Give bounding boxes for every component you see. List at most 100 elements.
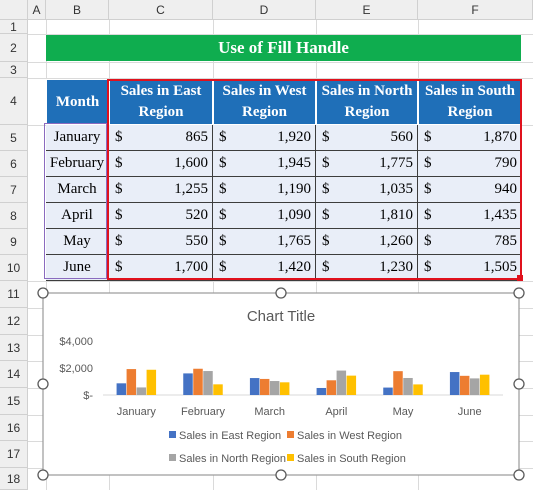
sales-value-cell[interactable]: $1,945	[213, 151, 316, 177]
chart-bar[interactable]	[393, 371, 403, 395]
chart-bar[interactable]	[146, 369, 157, 395]
legend-label[interactable]: Sales in South Region	[297, 453, 406, 465]
column-heading-sales-1[interactable]: Sales in East Region	[109, 79, 213, 125]
legend-label[interactable]: Sales in West Region	[297, 430, 402, 442]
row-header-4[interactable]: 4	[0, 78, 28, 125]
sales-value-cell[interactable]: $1,230	[316, 255, 418, 281]
legend-label[interactable]: Sales in North Region	[179, 453, 286, 465]
sales-value-cell[interactable]: $1,700	[109, 255, 213, 281]
month-cell[interactable]: February	[46, 151, 109, 177]
sales-value-cell[interactable]: $1,810	[316, 203, 418, 229]
row-header-16[interactable]: 16	[0, 415, 28, 441]
column-header-d[interactable]: D	[213, 0, 316, 20]
chart-title[interactable]: Chart Title	[247, 308, 315, 325]
sales-value-cell[interactable]: $1,035	[316, 177, 418, 203]
legend-label[interactable]: Sales in East Region	[179, 430, 281, 442]
sales-value-cell[interactable]: $785	[418, 229, 522, 255]
column-header-b[interactable]: B	[46, 0, 109, 20]
sales-value-cell[interactable]: $560	[316, 125, 418, 151]
chart-resize-handle[interactable]	[513, 287, 525, 299]
chart-bar[interactable]	[183, 373, 193, 395]
month-cell[interactable]: April	[46, 203, 109, 229]
chart-bar[interactable]	[269, 381, 280, 395]
sales-value-cell[interactable]: $865	[109, 125, 213, 151]
chart-bar[interactable]	[346, 375, 357, 395]
row-header-15[interactable]: 15	[0, 388, 28, 415]
sales-value-cell[interactable]: $1,870	[418, 125, 522, 151]
column-header-c[interactable]: C	[109, 0, 213, 20]
sales-value-cell[interactable]: $1,505	[418, 255, 522, 281]
row-header-6[interactable]: 6	[0, 151, 28, 177]
row-header-7[interactable]: 7	[0, 177, 28, 203]
column-header-e[interactable]: E	[316, 0, 418, 20]
sales-value-cell[interactable]: $790	[418, 151, 522, 177]
chart-resize-handle[interactable]	[275, 287, 287, 299]
chart-resize-handle[interactable]	[513, 469, 525, 481]
chart-resize-handle[interactable]	[37, 378, 49, 390]
chart-bar[interactable]	[383, 387, 393, 395]
month-cell[interactable]: January	[46, 125, 109, 151]
chart-resize-handle[interactable]	[275, 469, 287, 481]
chart-bar[interactable]	[126, 369, 137, 395]
chart-bar[interactable]	[459, 375, 470, 395]
row-header-5[interactable]: 5	[0, 125, 28, 151]
chart-bar[interactable]	[116, 383, 127, 395]
chart-bar[interactable]	[326, 380, 337, 395]
column-header-f[interactable]: F	[418, 0, 533, 20]
chart-resize-handle[interactable]	[37, 469, 49, 481]
sales-value-cell[interactable]: $940	[418, 177, 522, 203]
row-header-13[interactable]: 13	[0, 335, 28, 361]
chart-bar[interactable]	[259, 378, 270, 395]
sales-value-cell[interactable]: $1,775	[316, 151, 418, 177]
column-header-a[interactable]: A	[28, 0, 46, 20]
sales-value-cell[interactable]: $1,190	[213, 177, 316, 203]
row-header-3[interactable]: 3	[0, 62, 28, 78]
column-heading-sales-2[interactable]: Sales in West Region	[213, 79, 316, 125]
chart-bar[interactable]	[413, 384, 423, 395]
sales-value-cell[interactable]: $1,435	[418, 203, 522, 229]
column-heading-sales-3[interactable]: Sales in North Region	[316, 79, 418, 125]
month-cell[interactable]: May	[46, 229, 109, 255]
title-banner[interactable]: Use of Fill Handle	[46, 35, 521, 61]
sales-value-cell[interactable]: $520	[109, 203, 213, 229]
chart-bar[interactable]	[136, 387, 147, 395]
chart-bar[interactable]	[193, 368, 203, 395]
row-header-12[interactable]: 12	[0, 308, 28, 335]
row-header-1[interactable]: 1	[0, 20, 28, 34]
sales-value-cell[interactable]: $1,765	[213, 229, 316, 255]
row-header-14[interactable]: 14	[0, 361, 28, 388]
chart-bar[interactable]	[279, 382, 290, 395]
sales-value-cell[interactable]: $1,420	[213, 255, 316, 281]
chart-bar[interactable]	[316, 387, 327, 395]
chart-bar[interactable]	[469, 378, 480, 395]
column-heading-sales-4[interactable]: Sales in South Region	[418, 79, 522, 125]
row-header-8[interactable]: 8	[0, 203, 28, 229]
row-header-9[interactable]: 9	[0, 229, 28, 255]
chart-bar[interactable]	[403, 377, 413, 395]
chart-bar[interactable]	[213, 384, 223, 395]
chart-bar[interactable]	[449, 372, 460, 395]
column-chart[interactable]: Chart Title $4,000 $2,000 $- January February…	[37, 287, 525, 481]
row-header-17[interactable]: 17	[0, 441, 28, 468]
select-all-corner[interactable]	[0, 0, 28, 20]
chart-bar[interactable]	[249, 378, 260, 395]
column-heading-month[interactable]: Month	[46, 79, 109, 125]
chart-bar[interactable]	[336, 370, 347, 395]
month-cell[interactable]: March	[46, 177, 109, 203]
row-header-10[interactable]: 10	[0, 255, 28, 281]
month-cell[interactable]: June	[46, 255, 109, 281]
sales-value-cell[interactable]: $1,920	[213, 125, 316, 151]
chart-resize-handle[interactable]	[37, 287, 49, 299]
chart-bar[interactable]	[479, 374, 490, 395]
row-header-2[interactable]: 2	[0, 34, 28, 62]
fill-handle[interactable]	[517, 275, 523, 281]
row-header-11[interactable]: 11	[0, 281, 28, 308]
row-header-18[interactable]: 18	[0, 468, 28, 490]
sales-value-cell[interactable]: $1,090	[213, 203, 316, 229]
chart-bar[interactable]	[203, 371, 213, 395]
sales-value-cell[interactable]: $550	[109, 229, 213, 255]
chart-resize-handle[interactable]	[513, 378, 525, 390]
sales-value-cell[interactable]: $1,255	[109, 177, 213, 203]
sales-value-cell[interactable]: $1,600	[109, 151, 213, 177]
sales-value-cell[interactable]: $1,260	[316, 229, 418, 255]
